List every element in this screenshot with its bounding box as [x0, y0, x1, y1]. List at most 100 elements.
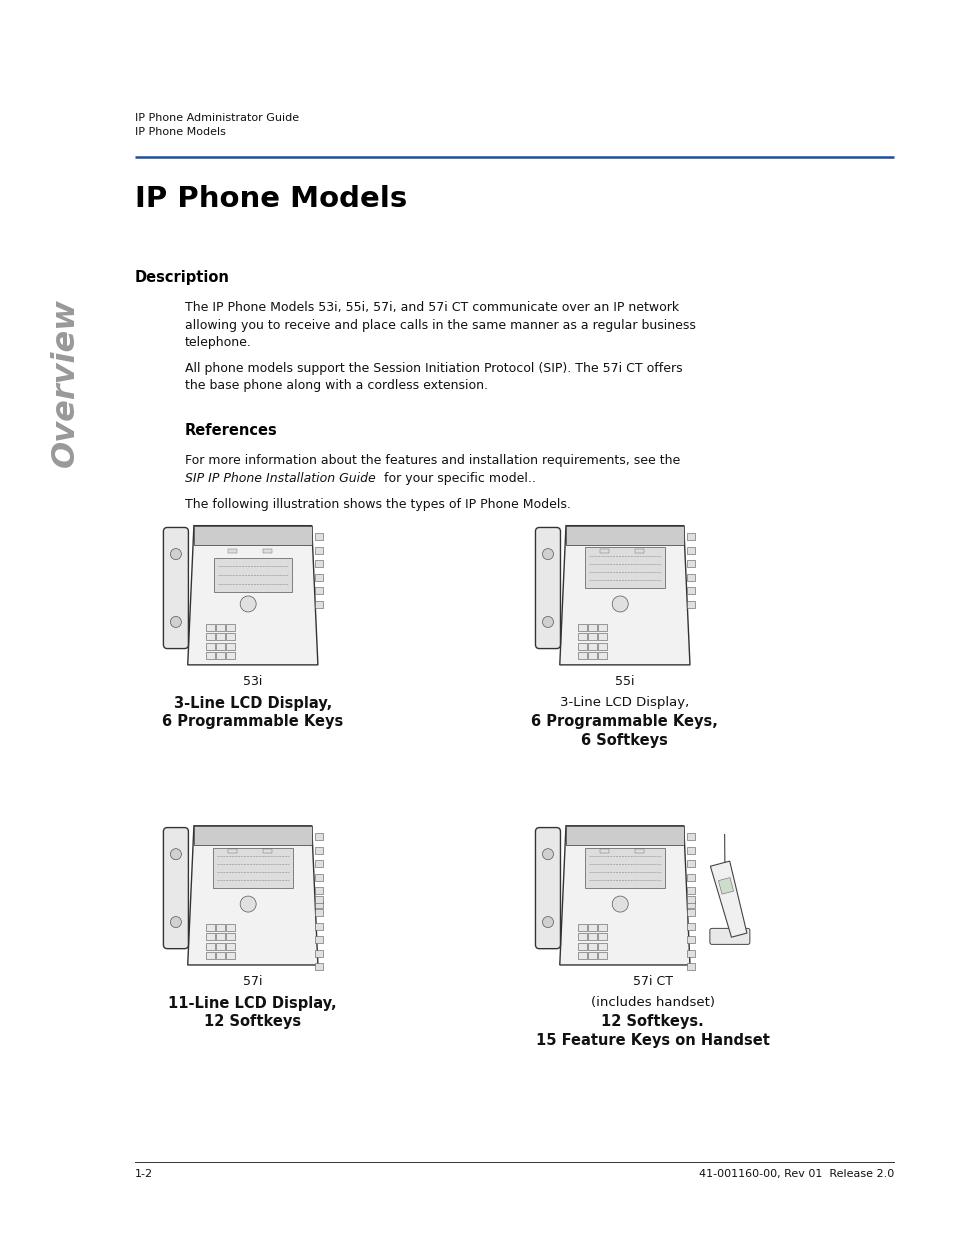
Bar [314, 963, 322, 971]
Circle shape [171, 548, 181, 559]
Text: Overview: Overview [50, 299, 80, 467]
Bar [314, 923, 322, 930]
Bar [686, 561, 694, 567]
Text: 3-Line LCD Display,: 3-Line LCD Display, [559, 695, 689, 709]
Bar [206, 952, 214, 960]
Bar [547, 898, 555, 904]
Text: 57i: 57i [243, 976, 262, 988]
Bar [547, 572, 555, 578]
Bar [588, 952, 597, 960]
Bar [314, 574, 322, 580]
Bar [216, 634, 225, 640]
Bar [228, 548, 236, 553]
Bar [598, 634, 606, 640]
Text: The following illustration shows the types of IP Phone Models.: The following illustration shows the typ… [185, 498, 570, 510]
Bar [216, 924, 225, 931]
Text: 41-001160-00, Rev 01  Release 2.0: 41-001160-00, Rev 01 Release 2.0 [698, 1170, 893, 1179]
Bar [686, 963, 694, 971]
Text: 6 Programmable Keys: 6 Programmable Keys [162, 714, 343, 729]
Bar [226, 634, 234, 640]
Text: 53i: 53i [243, 676, 262, 688]
Text: 3-Line LCD Display,: 3-Line LCD Display, [173, 695, 332, 710]
Bar [588, 934, 597, 940]
Bar [314, 847, 322, 853]
Bar [216, 934, 225, 940]
Bar [226, 642, 234, 650]
Bar [686, 847, 694, 853]
Bar [226, 624, 234, 631]
Circle shape [542, 848, 553, 860]
Text: IP Phone Models: IP Phone Models [135, 185, 407, 214]
Bar [578, 624, 586, 631]
Bar [686, 936, 694, 944]
Bar [588, 642, 597, 650]
Bar [314, 601, 322, 608]
Bar [588, 624, 597, 631]
Bar [206, 942, 214, 950]
Bar [206, 624, 214, 631]
Bar [598, 942, 606, 950]
Bar [216, 942, 225, 950]
Bar [565, 826, 683, 845]
Text: For more information about the features and installation requirements, see the: For more information about the features … [185, 454, 679, 467]
Polygon shape [188, 526, 317, 664]
Text: allowing you to receive and place calls in the same manner as a regular business: allowing you to receive and place calls … [185, 319, 695, 332]
Bar [686, 534, 694, 541]
Text: Description: Description [135, 269, 230, 284]
Bar [634, 548, 643, 553]
Bar [547, 872, 555, 878]
Bar [262, 848, 272, 853]
Bar [226, 934, 234, 940]
Bar [588, 924, 597, 931]
Bar [598, 924, 606, 931]
Bar [686, 588, 694, 594]
Bar [578, 652, 586, 659]
Polygon shape [710, 861, 746, 937]
FancyBboxPatch shape [163, 527, 188, 648]
Text: IP Phone Models: IP Phone Models [135, 127, 226, 137]
Bar [206, 634, 214, 640]
Bar [314, 874, 322, 881]
Polygon shape [559, 826, 689, 965]
Bar [686, 574, 694, 580]
Bar [598, 652, 606, 659]
Circle shape [171, 848, 181, 860]
Bar [686, 601, 694, 608]
Bar [226, 942, 234, 950]
Text: References: References [185, 422, 277, 437]
FancyBboxPatch shape [535, 827, 559, 948]
Text: The IP Phone Models 53i, 55i, 57i, and 57i CT communicate over an IP network: The IP Phone Models 53i, 55i, 57i, and 5… [185, 301, 679, 314]
Bar [584, 847, 664, 888]
Bar [588, 634, 597, 640]
Bar [578, 942, 586, 950]
Circle shape [542, 616, 553, 627]
Circle shape [171, 616, 181, 627]
Bar [226, 952, 234, 960]
Bar [216, 642, 225, 650]
Circle shape [240, 897, 256, 913]
Circle shape [612, 597, 628, 613]
Bar [686, 834, 694, 841]
Text: 15 Feature Keys on Handset: 15 Feature Keys on Handset [536, 1032, 769, 1047]
Bar [175, 885, 183, 892]
Text: 55i: 55i [615, 676, 634, 688]
Bar [226, 652, 234, 659]
Text: 6 Programmable Keys,: 6 Programmable Keys, [531, 714, 718, 729]
Bar [599, 548, 608, 553]
Bar [686, 874, 694, 881]
FancyBboxPatch shape [535, 527, 559, 648]
Bar [547, 911, 555, 918]
Bar [547, 611, 555, 618]
Bar [634, 848, 643, 853]
Text: telephone.: telephone. [185, 336, 252, 350]
Bar [686, 950, 694, 957]
Polygon shape [718, 878, 733, 894]
Bar [216, 652, 225, 659]
Text: for your specific model..: for your specific model.. [379, 472, 536, 485]
Bar [206, 642, 214, 650]
Circle shape [171, 916, 181, 927]
Bar [686, 895, 694, 903]
Bar [598, 642, 606, 650]
Bar [193, 826, 312, 845]
Bar [262, 548, 272, 553]
